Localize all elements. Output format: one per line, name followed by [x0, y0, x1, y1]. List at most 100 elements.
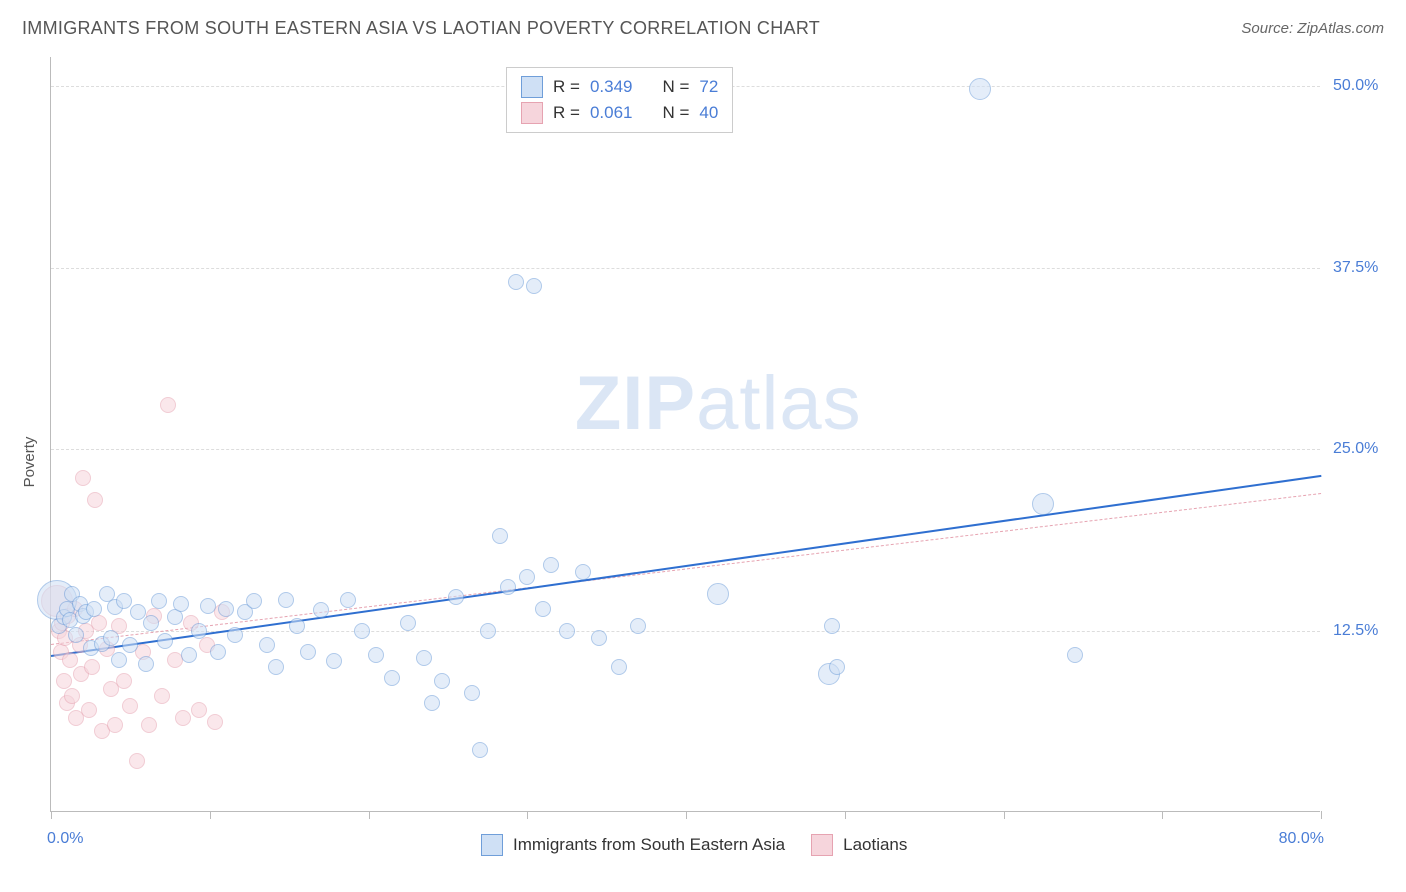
x-tick	[1321, 811, 1322, 819]
data-point-sea	[191, 623, 207, 639]
x-tick	[369, 811, 370, 819]
data-point-sea	[543, 557, 559, 573]
data-point-laotians	[91, 615, 107, 631]
data-point-laotians	[160, 397, 176, 413]
data-point-sea	[354, 623, 370, 639]
data-point-sea	[969, 78, 991, 100]
data-point-sea	[143, 615, 159, 631]
data-point-sea	[591, 630, 607, 646]
data-point-sea	[111, 652, 127, 668]
data-point-laotians	[191, 702, 207, 718]
data-point-laotians	[107, 717, 123, 733]
x-tick	[527, 811, 528, 819]
chart-header: IMMIGRANTS FROM SOUTH EASTERN ASIA VS LA…	[0, 0, 1406, 47]
source-name: ZipAtlas.com	[1297, 20, 1384, 37]
data-point-sea	[86, 601, 102, 617]
trend-line-laotians	[51, 493, 1321, 645]
gridline-h	[51, 449, 1320, 450]
data-point-sea	[1032, 493, 1054, 515]
legend-n-value-sea: 72	[699, 77, 718, 97]
data-point-sea	[210, 644, 226, 660]
data-point-laotians	[141, 717, 157, 733]
data-point-sea	[611, 659, 627, 675]
x-tick	[686, 811, 687, 819]
data-point-sea	[1067, 647, 1083, 663]
y-tick-label: 25.0%	[1333, 440, 1378, 458]
data-point-sea	[181, 647, 197, 663]
data-point-sea	[103, 630, 119, 646]
data-point-sea	[559, 623, 575, 639]
data-point-sea	[200, 598, 216, 614]
legend-item-laotians: Laotians	[811, 834, 907, 856]
data-point-sea	[227, 627, 243, 643]
plot-region: 12.5%25.0%37.5%50.0%0.0%80.0%ZIPatlasR =…	[50, 57, 1320, 812]
x-tick	[845, 811, 846, 819]
legend-label-sea: Immigrants from South Eastern Asia	[513, 835, 785, 855]
data-point-sea	[116, 593, 132, 609]
gridline-h	[51, 268, 1320, 269]
chart-source: Source: ZipAtlas.com	[1241, 20, 1384, 37]
data-point-sea	[246, 593, 262, 609]
data-point-sea	[326, 653, 342, 669]
data-point-sea	[400, 615, 416, 631]
data-point-sea	[508, 274, 524, 290]
legend-stats-row-sea: R =0.349N =72	[521, 74, 718, 100]
data-point-laotians	[64, 688, 80, 704]
data-point-laotians	[56, 673, 72, 689]
data-point-sea	[519, 569, 535, 585]
data-point-sea	[480, 623, 496, 639]
data-point-sea	[340, 592, 356, 608]
data-point-sea	[68, 627, 84, 643]
legend-swatch-sea	[521, 76, 543, 98]
data-point-sea	[173, 596, 189, 612]
data-point-laotians	[154, 688, 170, 704]
chart-title: IMMIGRANTS FROM SOUTH EASTERN ASIA VS LA…	[22, 18, 820, 39]
legend-r-label: R =	[553, 103, 580, 123]
data-point-sea	[630, 618, 646, 634]
legend-n-value-laotians: 40	[699, 103, 718, 123]
data-point-laotians	[122, 698, 138, 714]
data-point-sea	[829, 659, 845, 675]
data-point-sea	[472, 742, 488, 758]
data-point-laotians	[84, 659, 100, 675]
legend-stats-row-laotians: R =0.061N =40	[521, 100, 718, 126]
data-point-sea	[464, 685, 480, 701]
data-point-sea	[368, 647, 384, 663]
data-point-sea	[300, 644, 316, 660]
data-point-sea	[526, 278, 542, 294]
data-point-sea	[259, 637, 275, 653]
chart-area: Poverty 12.5%25.0%37.5%50.0%0.0%80.0%ZIP…	[0, 47, 1406, 877]
legend-n-label: N =	[662, 103, 689, 123]
data-point-laotians	[81, 702, 97, 718]
legend-label-laotians: Laotians	[843, 835, 907, 855]
data-point-sea	[138, 656, 154, 672]
source-prefix: Source:	[1241, 20, 1297, 37]
legend-stats: R =0.349N =72R =0.061N =40	[506, 67, 733, 133]
watermark: ZIPatlas	[575, 360, 862, 447]
data-point-sea	[151, 593, 167, 609]
legend-item-sea: Immigrants from South Eastern Asia	[481, 834, 785, 856]
x-tick-label: 0.0%	[47, 830, 83, 848]
legend-swatch-sea	[481, 834, 503, 856]
data-point-laotians	[207, 714, 223, 730]
data-point-sea	[218, 601, 234, 617]
legend-swatch-laotians	[521, 102, 543, 124]
data-point-sea	[416, 650, 432, 666]
data-point-sea	[707, 583, 729, 605]
x-tick-label: 80.0%	[1279, 830, 1324, 848]
y-tick-label: 37.5%	[1333, 259, 1378, 277]
data-point-sea	[424, 695, 440, 711]
y-axis-label: Poverty	[21, 437, 38, 488]
data-point-laotians	[87, 492, 103, 508]
data-point-sea	[434, 673, 450, 689]
data-point-laotians	[62, 652, 78, 668]
y-tick-label: 12.5%	[1333, 622, 1378, 640]
data-point-sea	[289, 618, 305, 634]
data-point-sea	[448, 589, 464, 605]
data-point-laotians	[75, 470, 91, 486]
data-point-sea	[122, 637, 138, 653]
legend-series: Immigrants from South Eastern Asia Laotia…	[481, 834, 907, 856]
x-tick	[210, 811, 211, 819]
legend-r-label: R =	[553, 77, 580, 97]
legend-r-value-sea: 0.349	[590, 77, 633, 97]
